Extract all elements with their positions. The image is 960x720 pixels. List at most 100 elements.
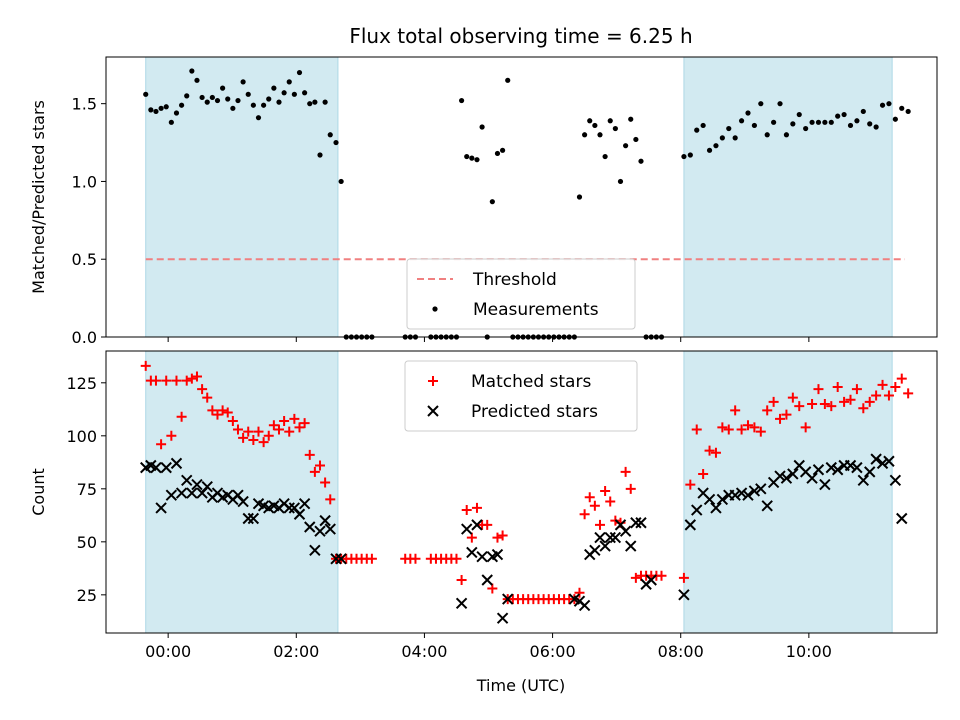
data-point: [451, 553, 462, 564]
y-tick-label: 0.0: [72, 328, 97, 347]
data-point: [201, 480, 213, 493]
data-point: [238, 432, 249, 443]
data-point: [710, 447, 721, 458]
data-point: [815, 119, 822, 125]
data-point: [284, 426, 295, 437]
data-point: [247, 512, 260, 525]
y-tick-label: 50: [77, 533, 97, 552]
data-point: [245, 91, 251, 97]
data-point: [458, 97, 465, 104]
data-point: [304, 521, 316, 533]
data-point: [324, 523, 336, 535]
data-point: [186, 373, 197, 384]
data-point: [181, 375, 192, 386]
legend-box: [406, 258, 636, 330]
y-tick-label: 0.5: [72, 250, 97, 269]
data-point: [166, 430, 177, 441]
data-point: [471, 519, 483, 531]
data-point: [735, 487, 748, 499]
data-point: [638, 158, 644, 164]
data-point: [181, 474, 193, 487]
data-point: [165, 489, 178, 501]
data-point: [812, 464, 825, 476]
data-point: [703, 493, 716, 506]
data-point: [694, 127, 700, 133]
ratio-panel: 0.0 0.5 1.0 1.5 Matched/Predicted stars Thr…: [29, 56, 938, 347]
data-point: [780, 472, 793, 484]
data-point: [687, 152, 693, 158]
data-point: [612, 125, 618, 132]
data-point: [600, 485, 611, 496]
data-point: [777, 101, 783, 107]
data-point: [678, 589, 690, 601]
data-point: [574, 587, 585, 598]
data-point: [232, 424, 243, 435]
data-point: [729, 489, 741, 501]
data-point: [607, 118, 613, 124]
data-point: [286, 79, 292, 85]
data-point: [845, 394, 856, 405]
data-point: [717, 422, 728, 433]
y-tick-label: 75: [77, 480, 97, 499]
data-point: [807, 399, 818, 410]
x-tick-label: 08:00: [658, 642, 704, 661]
data-point: [163, 104, 169, 110]
data-point: [502, 593, 514, 605]
data-point: [873, 124, 879, 130]
data-point: [191, 478, 203, 491]
data-point: [742, 420, 753, 431]
data-point: [713, 143, 719, 149]
series-plus: [140, 360, 914, 605]
legend-plus-swatch: [428, 376, 438, 386]
data-point: [602, 153, 608, 160]
data-point: [492, 532, 503, 543]
data-point: [736, 424, 747, 435]
x-tick-label: 10:00: [786, 642, 832, 661]
data-point: [726, 125, 732, 132]
data-point: [691, 504, 703, 516]
data-point: [479, 124, 485, 130]
ratio-panel-y-ticks: 0.0 0.5 1.0 1.5: [72, 95, 106, 347]
data-point: [751, 122, 757, 129]
y-tick-label: 100: [66, 427, 97, 446]
data-point: [320, 477, 331, 488]
data-point: [886, 101, 892, 107]
data-point: [609, 531, 622, 544]
data-point: [366, 553, 377, 564]
data-point: [476, 550, 488, 563]
data-point: [796, 111, 802, 118]
data-point: [466, 532, 477, 543]
data-point: [466, 546, 478, 559]
ratio-panel-legend: Threshold Measurements: [406, 258, 636, 330]
ratio-panel-frame: [105, 56, 938, 338]
data-point: [220, 85, 226, 91]
data-point: [732, 135, 738, 141]
data-point: [716, 493, 729, 506]
shaded-window-2: [683, 56, 893, 338]
data-point: [314, 525, 326, 537]
data-point: [742, 489, 754, 501]
data-point: [761, 500, 773, 512]
data-point: [202, 392, 213, 403]
data-point: [883, 455, 895, 467]
data-point: [338, 178, 344, 185]
x-tick-label: 00:00: [145, 642, 191, 661]
x-tick-label: 02:00: [273, 642, 319, 661]
data-point: [327, 132, 333, 138]
data-point: [806, 472, 818, 484]
data-point: [771, 119, 777, 125]
data-point: [584, 492, 595, 503]
data-point: [656, 570, 667, 581]
data-point: [700, 122, 706, 129]
data-point: [296, 69, 303, 76]
data-point: [854, 118, 860, 124]
data-point: [197, 384, 208, 395]
y-tick-label: 1.5: [72, 95, 97, 114]
data-point: [755, 483, 767, 495]
count-panel-y-axis-label: Count: [29, 468, 48, 516]
data-point: [605, 496, 616, 507]
data-point: [243, 426, 254, 437]
data-point: [168, 119, 174, 125]
count-points: [140, 360, 914, 624]
data-point: [847, 122, 854, 129]
